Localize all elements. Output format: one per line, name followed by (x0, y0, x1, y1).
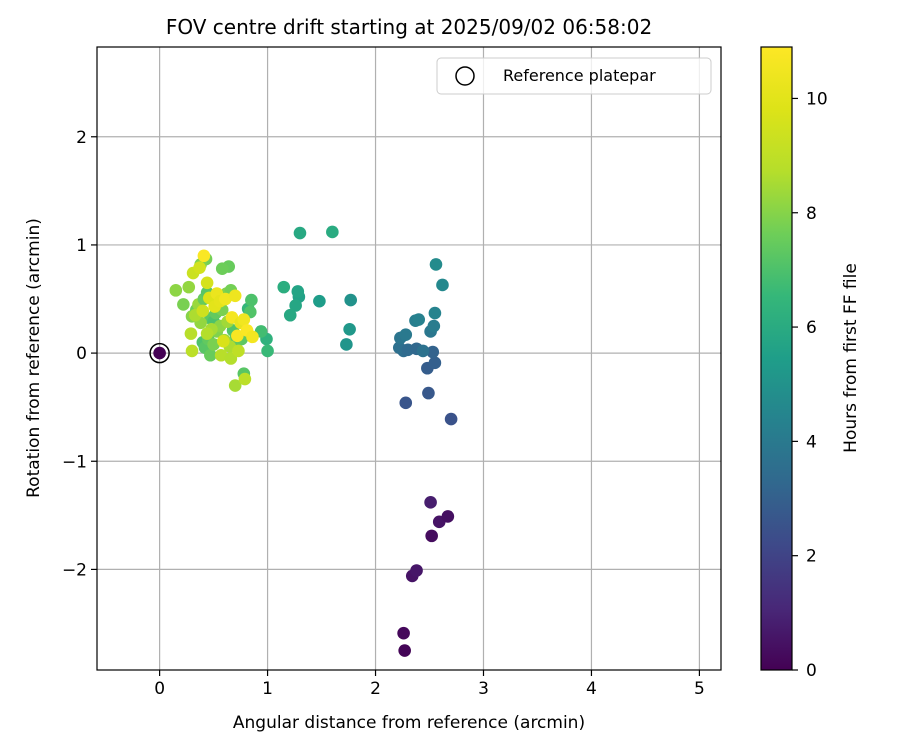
data-point (217, 334, 230, 348)
data-point (182, 280, 196, 294)
legend-marker-reference (455, 66, 475, 86)
data-point (340, 338, 353, 351)
x-axis-label: Angular distance from reference (arcmin) (233, 713, 585, 733)
colorbar-tick-label-3: 6 (806, 318, 817, 338)
x-tick-label-1: 1 (262, 679, 273, 699)
data-point (184, 327, 198, 340)
data-point (261, 344, 274, 358)
colorbar-tick-label-0: 0 (806, 661, 817, 681)
colorbar-tick-label-5: 10 (806, 89, 828, 109)
data-point (214, 348, 228, 362)
data-point (429, 258, 443, 271)
data-point (238, 372, 252, 386)
data-point (444, 412, 458, 426)
data-point (412, 313, 426, 326)
data-point (245, 293, 258, 307)
data-point (177, 298, 190, 311)
colorbar-tick-label-2: 4 (806, 432, 817, 452)
data-point (283, 308, 297, 322)
data-point (228, 379, 242, 392)
legend-label-reference: Reference platepar (503, 66, 656, 85)
data-point (399, 328, 413, 342)
data-point (169, 284, 183, 297)
data-point (313, 294, 326, 308)
data-points (169, 225, 458, 657)
colorbar-tick-label-1: 2 (806, 547, 817, 567)
data-point (215, 262, 229, 276)
y-tick-label-0: −2 (62, 560, 87, 580)
y-tick-label-2: 0 (76, 344, 87, 364)
data-point (343, 322, 356, 336)
data-point (326, 225, 339, 239)
data-point (397, 626, 410, 640)
x-tick-label-4: 4 (586, 679, 597, 699)
data-point (204, 348, 217, 362)
colorbar-frame (760, 46, 793, 671)
data-point (193, 261, 206, 274)
data-point (410, 564, 423, 577)
data-point (231, 329, 244, 343)
data-point (277, 280, 291, 294)
data-point (196, 304, 210, 318)
x-tick-label-2: 2 (370, 679, 381, 699)
plot-background (97, 47, 721, 670)
data-point (427, 319, 441, 333)
data-point (228, 289, 242, 303)
grid (97, 47, 721, 670)
data-point (416, 344, 430, 358)
data-point (185, 344, 199, 358)
colorbar-gradient (761, 47, 792, 670)
y-tick-label-4: 2 (76, 128, 87, 148)
plot-frame (96, 46, 722, 671)
data-point (200, 276, 214, 290)
data-point (344, 293, 358, 307)
data-point (246, 330, 259, 344)
data-point (219, 292, 232, 306)
data-point (428, 356, 442, 370)
data-point (426, 345, 440, 359)
data-point (436, 278, 449, 292)
data-point (428, 306, 442, 320)
data-point (441, 510, 455, 523)
legend-box (436, 57, 712, 95)
y-tick-label-3: 1 (76, 236, 87, 256)
x-tick-label-5: 5 (694, 679, 705, 699)
data-point (291, 285, 305, 298)
data-point (207, 338, 220, 351)
x-tick-label-0: 0 (154, 679, 165, 699)
data-point (398, 644, 411, 657)
chart-title: FOV centre drift starting at 2025/09/02 … (166, 15, 652, 39)
y-tick-label-1: −1 (62, 452, 87, 472)
colorbar: 0 2 4 6 8 10 Hours from first FF file (760, 46, 861, 681)
y-axis-label: Rotation from reference (arcmin) (24, 218, 44, 498)
reference-marker-group (149, 342, 170, 364)
plot-area: 0 1 2 3 4 5 −2 −1 0 1 2 (62, 46, 722, 699)
data-point (232, 344, 245, 358)
data-point (293, 226, 307, 240)
legend: Reference platepar (436, 57, 712, 95)
data-point (237, 313, 251, 326)
reference-point-fill (153, 346, 166, 360)
data-point (425, 529, 438, 543)
x-tick-label-3: 3 (478, 679, 489, 699)
data-point (197, 249, 211, 263)
data-point (399, 396, 413, 410)
data-point (200, 327, 214, 340)
data-point (424, 496, 437, 509)
x-axis-ticks: 0 1 2 3 4 5 (154, 670, 705, 699)
data-point (422, 386, 435, 400)
y-axis-ticks: −2 −1 0 1 2 (62, 128, 97, 580)
data-point (289, 299, 302, 312)
colorbar-label: Hours from first FF file (841, 263, 861, 453)
reference-platepar-marker (149, 342, 170, 364)
colorbar-tick-label-4: 8 (806, 204, 817, 224)
colorbar-ticks: 0 2 4 6 8 10 (792, 89, 828, 681)
